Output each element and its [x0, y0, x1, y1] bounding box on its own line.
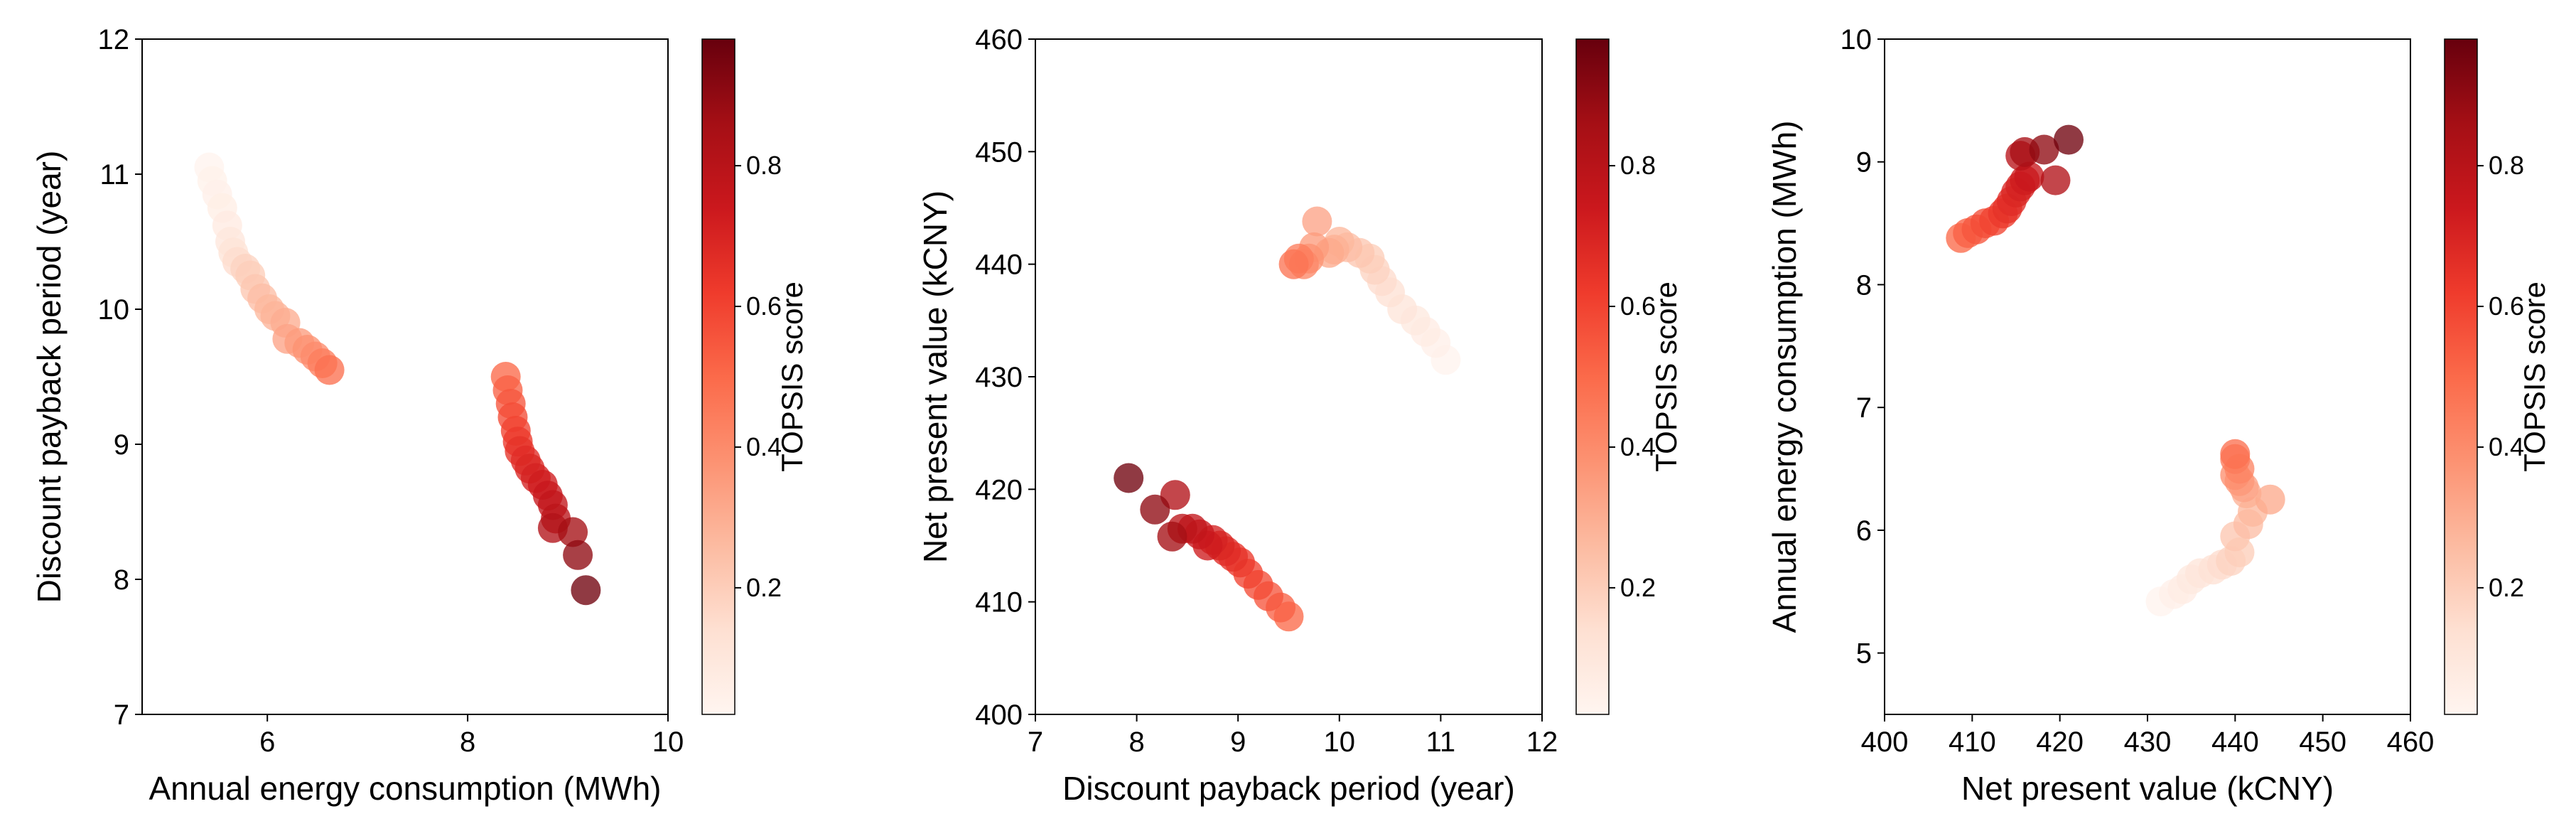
scatter-panel-energy-vs-payback: 6 8 10 7 8 9 10 11 12 Annual energy consumption…	[31, 24, 809, 807]
scatter-point	[2220, 439, 2251, 469]
colorbar-tick-label: 0.4	[1620, 432, 1656, 461]
colorbar-label: TOPSIS score	[2518, 281, 2551, 472]
scatter-point	[314, 355, 345, 385]
y-tick-label: 420	[975, 474, 1023, 505]
scatter-point	[1157, 521, 1187, 552]
y-tick-label: 410	[975, 587, 1023, 618]
scatter-point	[571, 575, 601, 606]
x-tick-label: 8	[460, 726, 475, 758]
colorbar-ticks: 0.2 0.4 0.6 0.8	[735, 151, 782, 602]
y-tick-label: 440	[975, 250, 1023, 281]
scatter-point	[2029, 134, 2059, 165]
y-axis-ticks: 5 6 7 8 9 10	[1841, 24, 1885, 670]
colorbar-tick-label: 0.6	[1620, 291, 1656, 321]
x-tick-label: 10	[652, 726, 684, 758]
y-tick-label: 450	[975, 136, 1023, 168]
y-tick-label: 400	[975, 699, 1023, 731]
x-tick-label: 440	[2211, 726, 2259, 758]
y-tick-label: 7	[1856, 392, 1872, 424]
x-axis-ticks: 400 410 420 430 440 450 460	[1861, 714, 2435, 758]
y-tick-label: 8	[1856, 269, 1872, 301]
colorbar: 0.2 0.4 0.6 0.8 TOPSIS score	[701, 38, 809, 715]
scatter-point	[2040, 165, 2071, 195]
colorbar-tick-label: 0.2	[746, 573, 782, 602]
x-tick-label: 10	[1324, 726, 1356, 758]
colorbar-label: TOPSIS score	[775, 281, 809, 472]
x-tick-label: 420	[2036, 726, 2084, 758]
data-points	[194, 152, 601, 606]
colorbar-tick-label: 0.2	[1620, 573, 1656, 602]
y-axis-label: Annual energy consumption (MWh)	[1766, 121, 1803, 633]
y-tick-label: 6	[1856, 515, 1872, 547]
colorbar-tick-label: 0.8	[1620, 151, 1656, 180]
y-tick-label: 10	[98, 294, 130, 326]
scatter-point	[1114, 463, 1144, 493]
colorbar-label: TOPSIS score	[1649, 281, 1683, 472]
colorbar: 0.2 0.4 0.6 0.8 TOPSIS score	[2444, 38, 2551, 715]
y-tick-label: 460	[975, 24, 1023, 55]
x-axis-label: Annual energy consumption (MWh)	[149, 770, 662, 807]
colorbar: 0.2 0.4 0.6 0.8 TOPSIS score	[1575, 38, 1683, 715]
data-points	[1946, 124, 2285, 617]
scatter-point	[563, 540, 593, 570]
x-tick-label: 460	[2387, 726, 2435, 758]
x-tick-label: 12	[1526, 726, 1558, 758]
y-tick-label: 8	[114, 564, 129, 596]
y-tick-label: 12	[98, 24, 130, 55]
x-axis-ticks: 7 8 9 10 11 12	[1028, 714, 1558, 758]
scatter-panel-payback-vs-npv: 7 8 9 10 11 12 400 410 420 430 440 450 460 Discount…	[917, 24, 1683, 807]
y-tick-label: 5	[1856, 638, 1872, 670]
y-axis-ticks: 7 8 9 10 11 12	[98, 24, 142, 731]
x-tick-label: 6	[259, 726, 275, 758]
scatter-panel-npv-vs-energy: 400 410 420 430 440 450 460 5 6 7 8 9 10 Net presen…	[1766, 24, 2551, 807]
x-tick-label: 7	[1028, 726, 1043, 758]
colorbar-ticks: 0.2 0.4 0.6 0.8	[2477, 151, 2524, 602]
x-tick-label: 430	[2124, 726, 2172, 758]
y-tick-label: 9	[114, 429, 129, 461]
colorbar-tick-label: 0.8	[2489, 151, 2524, 180]
x-tick-label: 11	[1426, 726, 1456, 758]
y-tick-label: 11	[99, 159, 129, 191]
colorbar-gradient	[2444, 38, 2478, 715]
x-axis-label: Net present value (kCNY)	[1961, 770, 2334, 807]
data-points	[1114, 206, 1461, 632]
colorbar-tick-label: 0.8	[746, 151, 782, 180]
scatter-point	[1140, 494, 1170, 525]
scatter-point	[1302, 206, 1332, 237]
x-tick-label: 8	[1128, 726, 1144, 758]
x-tick-label: 400	[1861, 726, 1909, 758]
y-tick-label: 430	[975, 362, 1023, 393]
y-tick-label: 7	[114, 699, 129, 731]
scatter-point	[1278, 249, 1309, 279]
x-tick-label: 410	[1949, 726, 1996, 758]
plot-frame	[141, 38, 669, 715]
y-tick-label: 10	[1841, 24, 1872, 55]
x-tick-label: 450	[2299, 726, 2346, 758]
x-axis-label: Discount payback period (year)	[1062, 770, 1515, 807]
colorbar-tick-label: 0.4	[2489, 432, 2524, 461]
y-axis-ticks: 400 410 420 430 440 450 460	[975, 24, 1035, 731]
colorbar-tick-label: 0.6	[746, 291, 782, 321]
y-axis-label: Discount payback period (year)	[31, 151, 68, 604]
colorbar-gradient	[1575, 38, 1610, 715]
colorbar-ticks: 0.2 0.4 0.6 0.8	[1609, 151, 1656, 602]
x-axis-ticks: 6 8 10	[259, 714, 684, 758]
y-axis-label: Net present value (kCNY)	[917, 191, 954, 563]
scatter-point	[558, 517, 588, 547]
x-tick-label: 9	[1230, 726, 1246, 758]
plot-frame	[1884, 38, 2411, 715]
scatter-point	[2255, 484, 2285, 515]
colorbar-tick-label: 0.4	[746, 432, 782, 461]
colorbar-tick-label: 0.2	[2489, 573, 2524, 602]
y-tick-label: 9	[1856, 147, 1872, 178]
scatter-point	[2054, 124, 2084, 155]
colorbar-gradient	[701, 38, 735, 715]
colorbar-tick-label: 0.6	[2489, 291, 2524, 321]
